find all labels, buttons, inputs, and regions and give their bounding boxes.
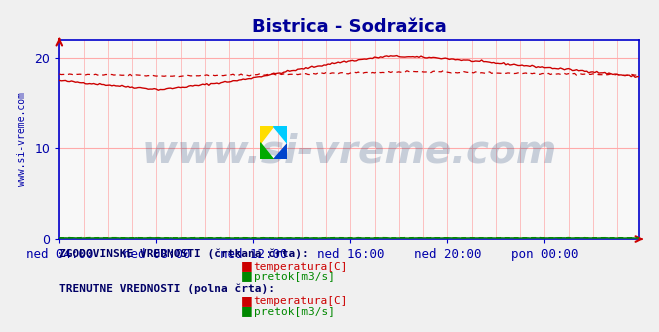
- Text: www.si-vreme.com: www.si-vreme.com: [16, 92, 26, 187]
- Polygon shape: [273, 143, 287, 159]
- Text: pretok[m3/s]: pretok[m3/s]: [254, 272, 335, 282]
- Text: temperatura[C]: temperatura[C]: [254, 262, 348, 272]
- Text: ■: ■: [241, 294, 252, 307]
- Text: temperatura[C]: temperatura[C]: [254, 296, 348, 306]
- Text: ■: ■: [241, 304, 252, 317]
- Text: TRENUTNE VREDNOSTI (polna črta):: TRENUTNE VREDNOSTI (polna črta):: [59, 284, 275, 294]
- Polygon shape: [260, 126, 273, 143]
- Text: ZGODOVINSKE VREDNOSTI (črtkana črta):: ZGODOVINSKE VREDNOSTI (črtkana črta):: [59, 249, 309, 259]
- Polygon shape: [273, 126, 287, 143]
- Text: www.si-vreme.com: www.si-vreme.com: [142, 132, 557, 170]
- Title: Bistrica - Sodražica: Bistrica - Sodražica: [252, 18, 447, 36]
- Text: ■: ■: [241, 259, 252, 272]
- Text: pretok[m3/s]: pretok[m3/s]: [254, 307, 335, 317]
- Polygon shape: [260, 143, 273, 159]
- Text: ■: ■: [241, 269, 252, 282]
